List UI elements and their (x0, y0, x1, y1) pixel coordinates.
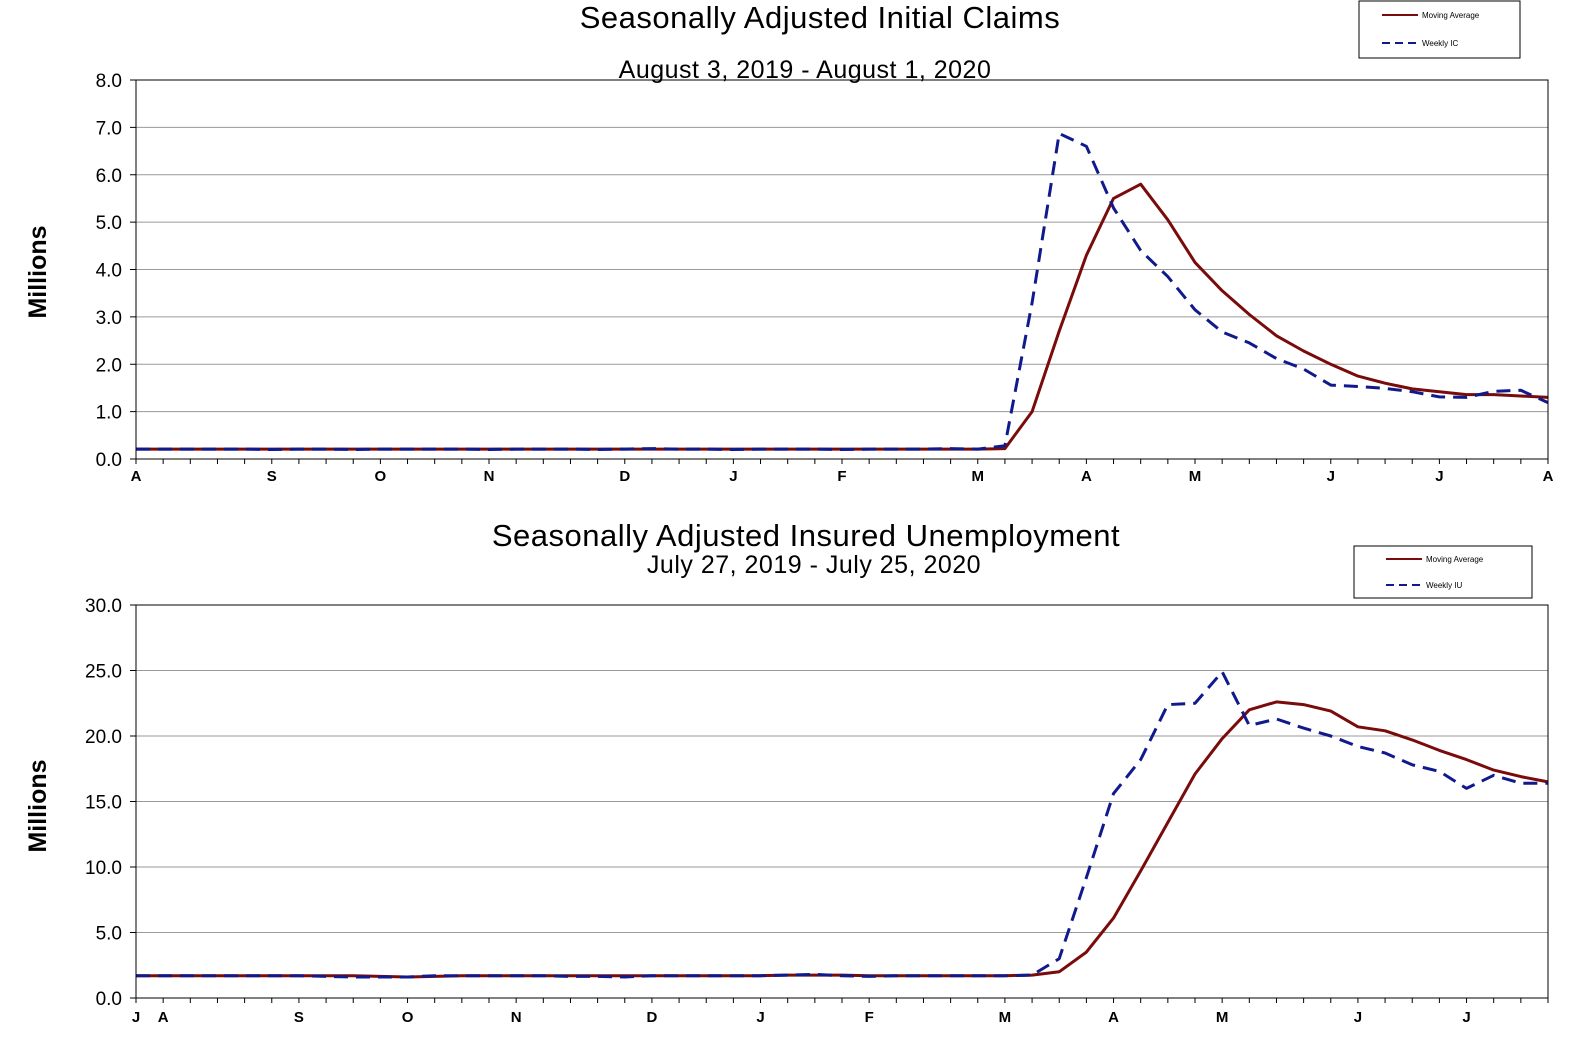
x-tick-label: M (1189, 468, 1202, 485)
x-tick-label: N (511, 1009, 522, 1026)
initial-claims-chart: Seasonally Adjusted Initial Claims Augus… (24, 0, 1554, 485)
y-axis-ticks: 0.0 5.0 10.0 15.0 20.0 25.0 30.0 (85, 596, 136, 1010)
series-lines (136, 670, 1549, 979)
x-tick-label: F (865, 1009, 874, 1026)
x-tick-label: J (1327, 468, 1335, 485)
y-tick-label: 7.0 (96, 118, 122, 139)
legend-box (1353, 545, 1533, 599)
x-tick-label: M (1216, 1009, 1229, 1026)
x-tick-label: O (375, 468, 387, 485)
legend-label-weekly-ic: Weekly IC (1422, 39, 1459, 48)
x-tick-label: S (267, 468, 277, 485)
x-tick-label: M (999, 1009, 1012, 1026)
series-line-moving-average (136, 700, 1549, 979)
x-tick-label: A (1081, 468, 1092, 485)
legend: Moving Average Weekly IC (1358, 0, 1521, 59)
x-tick-label: F (837, 468, 846, 485)
legend-label-moving-average: Moving Average (1422, 11, 1480, 20)
y-axis-label: Millions (24, 759, 52, 852)
legend: Moving Average Weekly IU (1353, 545, 1533, 599)
plot-frame (135, 79, 1549, 460)
x-tick-label: J (756, 1009, 764, 1026)
x-tick-label: A (1108, 1009, 1119, 1026)
plot-frame (135, 604, 1549, 999)
legend-label-moving-average: Moving Average (1426, 555, 1484, 564)
x-tick-label: J (1462, 1009, 1470, 1026)
x-tick-label: D (619, 468, 630, 485)
y-tick-label: 25.0 (85, 662, 122, 683)
x-tick-label: N (484, 468, 495, 485)
series-lines (136, 132, 1549, 451)
chart-subtitle: July 27, 2019 - July 25, 2020 (647, 551, 981, 579)
x-tick-label: S (294, 1009, 304, 1026)
gridlines (136, 670, 1548, 933)
y-axis-ticks: 0.0 1.0 2.0 3.0 4.0 5.0 6.0 7.0 8.0 (96, 71, 136, 471)
x-tick-label: A (131, 468, 142, 485)
y-tick-label: 30.0 (85, 596, 122, 617)
x-tick-label: M (972, 468, 985, 485)
y-tick-label: 5.0 (96, 213, 122, 234)
x-tick-label: J (1354, 1009, 1362, 1026)
x-tick-label: J (1435, 468, 1443, 485)
y-tick-label: 1.0 (96, 403, 122, 424)
y-tick-label: 0.0 (96, 450, 122, 471)
y-tick-label: 8.0 (96, 71, 122, 92)
legend-box (1358, 0, 1521, 59)
y-tick-label: 0.0 (96, 989, 122, 1010)
legend-label-weekly-iu: Weekly IU (1426, 581, 1463, 590)
x-tick-label: A (1543, 468, 1554, 485)
series-line-weekly-iu (136, 670, 1548, 979)
y-tick-label: 6.0 (96, 166, 122, 187)
y-tick-label: 10.0 (85, 858, 122, 879)
y-tick-label: 15.0 (85, 793, 122, 814)
y-tick-label: 4.0 (96, 261, 122, 282)
series-line-weekly-ic (136, 132, 1549, 451)
gridlines (136, 126, 1548, 413)
x-tick-label: J (729, 468, 737, 485)
y-tick-label: 20.0 (85, 727, 122, 748)
x-tick-label: A (158, 1009, 169, 1026)
insured-unemployment-chart: Seasonally Adjusted Insured Unemployment… (24, 518, 1549, 1026)
chart-title: Seasonally Adjusted Initial Claims (580, 0, 1061, 35)
y-tick-label: 3.0 (96, 308, 122, 329)
x-tick-label: O (402, 1009, 414, 1026)
y-tick-label: 2.0 (96, 355, 122, 376)
y-tick-label: 5.0 (96, 924, 122, 945)
chart-title: Seasonally Adjusted Insured Unemployment (492, 518, 1120, 553)
chart-subtitle: August 3, 2019 - August 1, 2020 (619, 56, 992, 84)
x-tick-label: D (647, 1009, 658, 1026)
x-tick-label: J (132, 1009, 140, 1026)
y-axis-label: Millions (24, 225, 52, 318)
